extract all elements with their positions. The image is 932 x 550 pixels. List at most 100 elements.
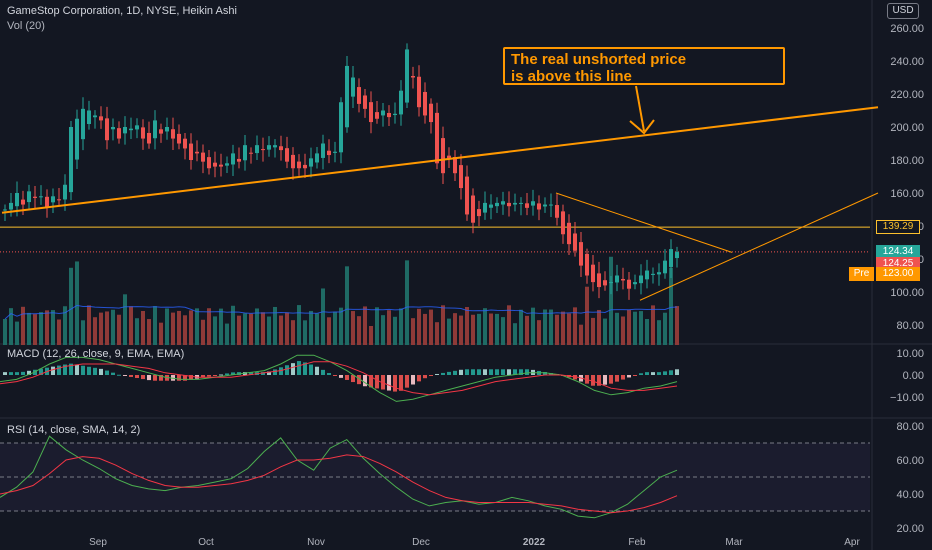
volume-bar [669,267,673,345]
candle-body [75,118,79,160]
candle-body [189,143,193,160]
macd-histogram-bar [285,365,289,375]
volume-bar [159,322,163,345]
macd-histogram-bar [639,373,643,375]
candle-body [267,145,271,150]
candle-body [183,138,187,149]
time-axis-label: Feb [628,537,646,548]
macd-histogram-bar [477,369,481,375]
rsi-series-rsi [0,435,678,519]
volume-bar [651,305,655,345]
macd-histogram-bar [3,372,7,375]
volume-bar [303,320,307,345]
macd-histogram-bar [219,374,223,376]
candle-body [381,110,385,116]
macd-histogram-bar [87,366,91,375]
volume-bar [321,288,325,345]
volume-bar [39,312,43,345]
macd-histogram-bar [9,372,13,375]
currency-button[interactable]: USD [887,3,919,19]
candle-body [561,211,565,235]
macd-series-signal [0,361,678,396]
volume-bar [573,307,577,345]
macd-histogram-bar [99,368,103,375]
level-price-label: 139.29 [876,220,920,234]
candle-body [495,202,499,207]
volume-bar [255,308,259,345]
macd-histogram-bar [675,369,679,375]
candle-body [225,163,229,166]
price-tick-label: 240.00 [890,56,924,68]
macd-histogram-bar [633,375,637,376]
price-tick-label: 80.00 [896,320,924,332]
candle-body [243,145,247,161]
volume-bar [249,313,253,345]
macd-histogram-bar [393,375,397,392]
rsi-tick-label: 40.00 [896,489,924,501]
candle-body [489,204,493,208]
macd-histogram-bar [663,371,667,375]
rsi-tick-label: 80.00 [896,421,924,433]
volume-bar [315,313,319,345]
candle-body [213,162,217,167]
volume-bar [495,313,499,345]
candle-body [93,115,97,118]
candle-body [663,260,667,274]
macd-histogram-bar [597,375,601,386]
macd-histogram-bar [141,375,145,380]
macd-histogram-bar [117,374,121,376]
candle-body [63,184,67,200]
volume-bar [441,305,445,345]
candle-body [87,110,91,125]
macd-histogram-bar [57,365,61,375]
macd-histogram-bar [33,369,37,375]
volume-bar [21,306,25,345]
macd-histogram-bar [615,375,619,382]
volume-bar [411,318,415,345]
macd-histogram-bar [69,363,73,375]
annotation-callout[interactable]: The real unshorted price is above this l… [503,47,785,85]
macd-histogram-bar [279,367,283,375]
volume-bar [675,306,679,345]
macd-histogram-bar [411,375,415,385]
macd-histogram-bar [591,375,595,386]
premarket-price-label: 123.00 [876,267,920,281]
macd-histogram-bar [471,369,475,375]
volume-bar [129,306,133,345]
volume-bar [105,311,109,345]
candle-body [645,270,649,280]
volume-bar [279,315,283,345]
candle-body [105,118,109,141]
candle-body [195,151,199,154]
macd-histogram-bar [459,369,463,375]
volume-bar [561,311,565,345]
volume-bar [423,313,427,345]
macd-histogram-bar [627,375,631,378]
candle-body [651,273,655,275]
macd-histogram-bar [261,372,265,375]
volume-bar [99,312,103,345]
volume-bar [489,313,493,345]
candle-body [261,149,265,151]
annotation-arrow-head [629,119,655,135]
macd-histogram-bar [609,375,613,384]
volume-bar [183,315,187,345]
macd-histogram-bar [429,375,433,376]
macd-histogram-bar [381,375,385,390]
candle-body [27,191,31,203]
candle-body [273,145,277,148]
volume-bar [327,317,331,345]
candle-body [141,127,145,139]
volume-bar [531,307,535,345]
candle-body [321,143,325,158]
time-axis-label: Sep [89,537,107,548]
candle-body [327,150,331,156]
macd-histogram-bar [51,366,55,375]
volume-bar [147,319,151,345]
candle-body [351,77,355,97]
candle-body [159,129,163,134]
candle-body [519,202,523,204]
triangle-upper-line [555,192,733,253]
candle-body [303,164,307,169]
